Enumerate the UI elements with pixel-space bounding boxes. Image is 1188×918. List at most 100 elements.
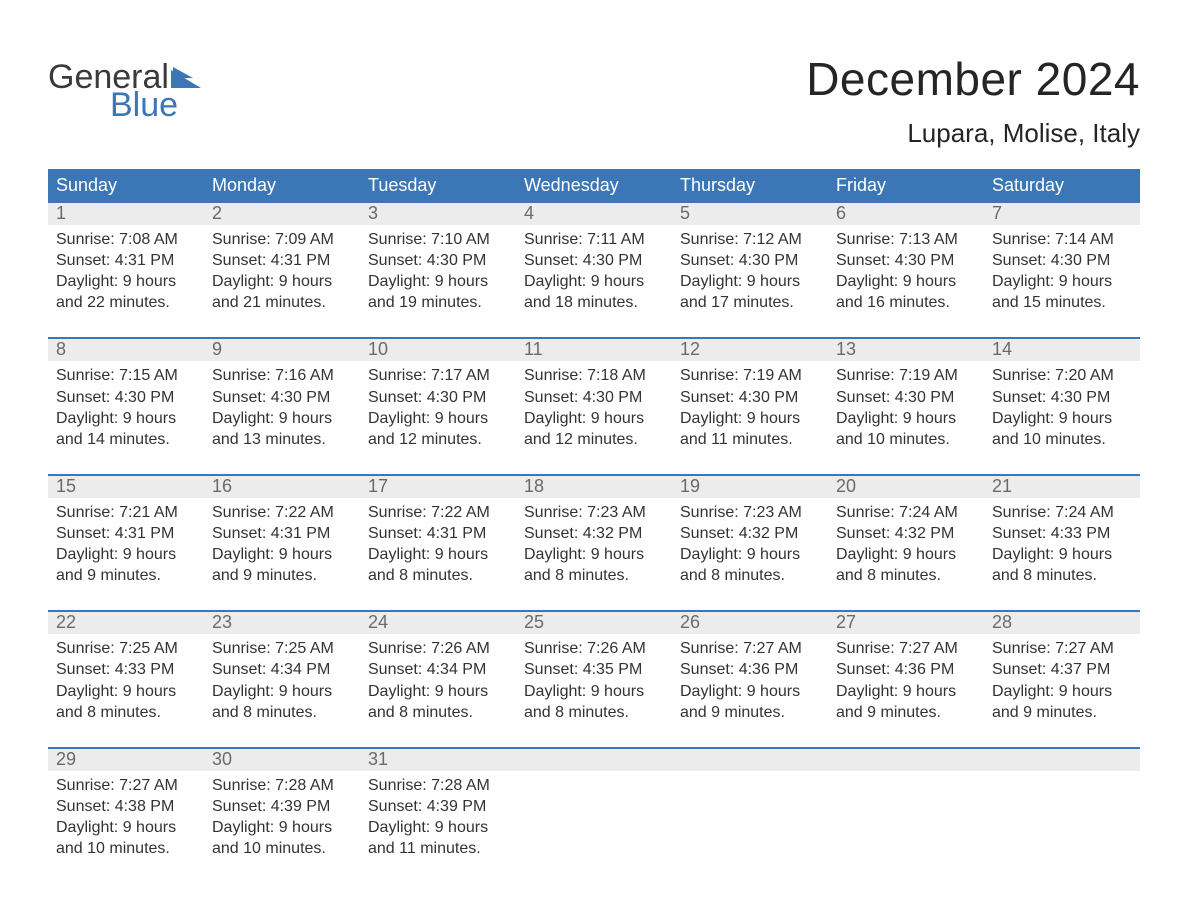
day-number-cell: 23 [204,612,360,634]
sunset-text: Sunset: 4:30 PM [368,250,508,271]
day-content-cell: Sunrise: 7:12 AMSunset: 4:30 PMDaylight:… [672,225,828,317]
calendar-grid: SundayMondayTuesdayWednesdayThursdayFrid… [48,169,1140,863]
day-number-cell: 6 [828,203,984,225]
sunrise-text: Sunrise: 7:27 AM [836,638,976,659]
sunrise-text: Sunrise: 7:14 AM [992,229,1132,250]
day-of-week-cell: Thursday [672,169,828,203]
sunset-text: Sunset: 4:39 PM [368,796,508,817]
week-row: 891011121314Sunrise: 7:15 AMSunset: 4:30… [48,337,1140,453]
sunrise-text: Sunrise: 7:12 AM [680,229,820,250]
daylight-line2: and 8 minutes. [524,565,664,586]
sunrise-text: Sunrise: 7:27 AM [680,638,820,659]
day-content-cell: Sunrise: 7:10 AMSunset: 4:30 PMDaylight:… [360,225,516,317]
day-number-cell: 27 [828,612,984,634]
sunrise-text: Sunrise: 7:22 AM [212,502,352,523]
sunset-text: Sunset: 4:35 PM [524,659,664,680]
sunrise-text: Sunrise: 7:15 AM [56,365,196,386]
daylight-line2: and 11 minutes. [368,838,508,859]
daylight-line2: and 8 minutes. [56,702,196,723]
sunset-text: Sunset: 4:32 PM [524,523,664,544]
sunrise-text: Sunrise: 7:22 AM [368,502,508,523]
sunset-text: Sunset: 4:36 PM [836,659,976,680]
calendar-page: General Blue December 2024 Lupara, Molis… [0,0,1188,918]
daylight-line2: and 10 minutes. [992,429,1132,450]
daylight-line1: Daylight: 9 hours [836,544,976,565]
day-number-cell: 1 [48,203,204,225]
week-row: 1234567Sunrise: 7:08 AMSunset: 4:31 PMDa… [48,203,1140,317]
day-number-cell: 30 [204,749,360,771]
daylight-line2: and 16 minutes. [836,292,976,313]
daylight-line1: Daylight: 9 hours [212,681,352,702]
sunset-text: Sunset: 4:30 PM [212,387,352,408]
daylight-line1: Daylight: 9 hours [212,271,352,292]
day-number-cell: 17 [360,476,516,498]
daylight-line1: Daylight: 9 hours [680,408,820,429]
daylight-line1: Daylight: 9 hours [524,544,664,565]
sunset-text: Sunset: 4:33 PM [56,659,196,680]
day-number-cell: 13 [828,339,984,361]
day-content-cell: Sunrise: 7:22 AMSunset: 4:31 PMDaylight:… [204,498,360,590]
sunrise-text: Sunrise: 7:28 AM [368,775,508,796]
day-of-week-cell: Monday [204,169,360,203]
daylight-line1: Daylight: 9 hours [212,544,352,565]
daylight-line1: Daylight: 9 hours [368,271,508,292]
sunrise-text: Sunrise: 7:27 AM [56,775,196,796]
day-content-cell: Sunrise: 7:27 AMSunset: 4:36 PMDaylight:… [672,634,828,726]
day-content-row: Sunrise: 7:25 AMSunset: 4:33 PMDaylight:… [48,634,1140,726]
daylight-line2: and 21 minutes. [212,292,352,313]
day-number-cell: 18 [516,476,672,498]
day-of-week-cell: Tuesday [360,169,516,203]
sunrise-text: Sunrise: 7:13 AM [836,229,976,250]
day-number-cell: 19 [672,476,828,498]
sunset-text: Sunset: 4:32 PM [680,523,820,544]
day-number-cell: 10 [360,339,516,361]
day-content-cell: Sunrise: 7:17 AMSunset: 4:30 PMDaylight:… [360,361,516,453]
sunset-text: Sunset: 4:30 PM [992,250,1132,271]
day-number-cell: 12 [672,339,828,361]
sunrise-text: Sunrise: 7:10 AM [368,229,508,250]
day-content-cell: Sunrise: 7:15 AMSunset: 4:30 PMDaylight:… [48,361,204,453]
daylight-line1: Daylight: 9 hours [992,544,1132,565]
day-number-row: 293031 [48,749,1140,771]
day-content-cell: Sunrise: 7:20 AMSunset: 4:30 PMDaylight:… [984,361,1140,453]
sunrise-text: Sunrise: 7:18 AM [524,365,664,386]
daylight-line2: and 10 minutes. [836,429,976,450]
day-content-cell: Sunrise: 7:24 AMSunset: 4:33 PMDaylight:… [984,498,1140,590]
daylight-line2: and 10 minutes. [56,838,196,859]
sunset-text: Sunset: 4:30 PM [680,387,820,408]
day-number-row: 22232425262728 [48,612,1140,634]
daylight-line1: Daylight: 9 hours [56,817,196,838]
day-content-row: Sunrise: 7:08 AMSunset: 4:31 PMDaylight:… [48,225,1140,317]
sunrise-text: Sunrise: 7:28 AM [212,775,352,796]
daylight-line1: Daylight: 9 hours [524,681,664,702]
daylight-line1: Daylight: 9 hours [56,544,196,565]
daylight-line2: and 8 minutes. [836,565,976,586]
sunset-text: Sunset: 4:31 PM [368,523,508,544]
sunrise-text: Sunrise: 7:26 AM [368,638,508,659]
day-content-cell: Sunrise: 7:16 AMSunset: 4:30 PMDaylight:… [204,361,360,453]
page-title: December 2024 [806,52,1140,106]
day-number-cell [516,749,672,771]
day-number-cell: 21 [984,476,1140,498]
sunrise-text: Sunrise: 7:26 AM [524,638,664,659]
sunset-text: Sunset: 4:30 PM [680,250,820,271]
week-row: 293031 Sunrise: 7:27 AMSunset: 4:38 PMDa… [48,747,1140,863]
logo: General Blue [48,60,205,122]
daylight-line2: and 8 minutes. [212,702,352,723]
day-content-cell: Sunrise: 7:21 AMSunset: 4:31 PMDaylight:… [48,498,204,590]
day-of-week-cell: Friday [828,169,984,203]
day-content-cell: Sunrise: 7:18 AMSunset: 4:30 PMDaylight:… [516,361,672,453]
day-content-cell: Sunrise: 7:08 AMSunset: 4:31 PMDaylight:… [48,225,204,317]
daylight-line2: and 11 minutes. [680,429,820,450]
daylight-line2: and 9 minutes. [212,565,352,586]
daylight-line1: Daylight: 9 hours [56,681,196,702]
daylight-line1: Daylight: 9 hours [836,681,976,702]
sunrise-text: Sunrise: 7:27 AM [992,638,1132,659]
day-number-row: 891011121314 [48,339,1140,361]
day-content-cell [672,771,828,863]
daylight-line1: Daylight: 9 hours [992,408,1132,429]
day-number-cell: 11 [516,339,672,361]
day-number-cell: 16 [204,476,360,498]
daylight-line1: Daylight: 9 hours [212,408,352,429]
daylight-line1: Daylight: 9 hours [992,681,1132,702]
